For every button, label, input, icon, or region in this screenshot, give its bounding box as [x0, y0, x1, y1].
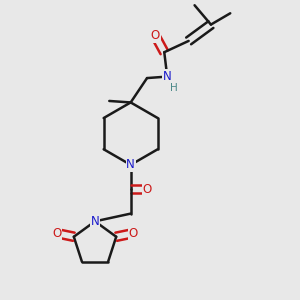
Text: N: N	[91, 215, 99, 228]
Text: N: N	[163, 70, 172, 83]
Text: N: N	[126, 158, 135, 171]
Text: O: O	[52, 227, 61, 240]
Text: H: H	[170, 83, 178, 93]
Text: O: O	[129, 227, 138, 240]
Text: O: O	[151, 29, 160, 42]
Text: O: O	[142, 183, 152, 196]
